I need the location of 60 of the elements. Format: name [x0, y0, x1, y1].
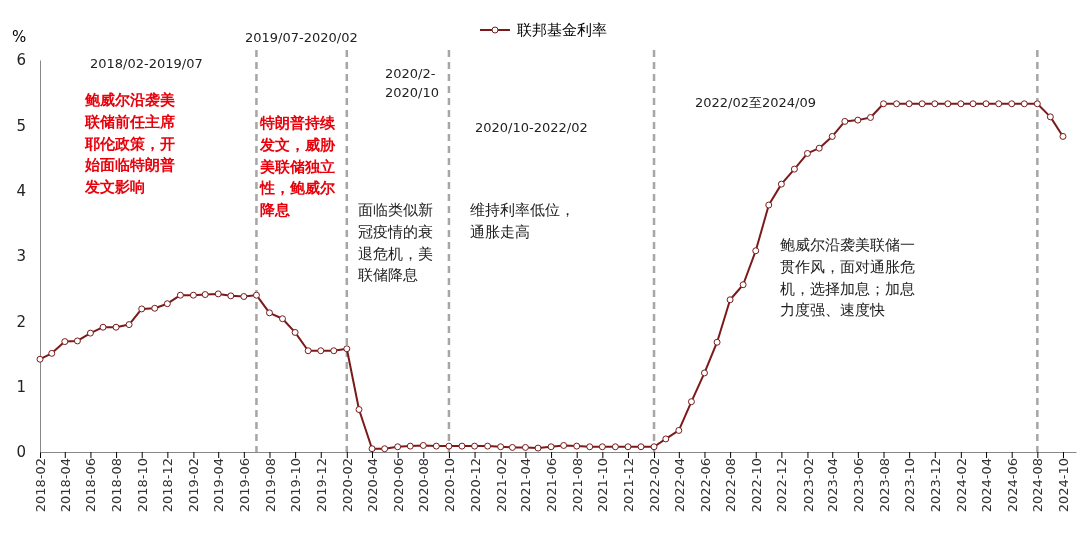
x-tick-label: 2020-06 — [390, 458, 406, 513]
x-tick-label: 2024-06 — [1004, 458, 1020, 513]
annotation: 2022/02至2024/09 — [695, 95, 817, 110]
x-tick-label: 2023-04 — [825, 458, 841, 513]
x-tick-label: 2022-10 — [748, 458, 764, 513]
x-tick-label: 2021-02 — [493, 458, 509, 513]
x-tick-label: 2023-08 — [876, 458, 892, 513]
x-tick-label: 2021-06 — [544, 458, 560, 513]
x-tick-label: 2022-08 — [723, 458, 739, 513]
x-tick-label: 2024-10 — [1056, 458, 1072, 513]
y-tick-label: 6 — [16, 51, 26, 70]
annotation: 面临类似新冠疫情的衰退危机，美联储降息 — [358, 201, 433, 285]
x-tick-label: 2019-12 — [313, 458, 329, 513]
y-tick-label: 0 — [16, 443, 26, 462]
x-tick-label: 2019-06 — [236, 458, 252, 513]
y-tick-label: 3 — [16, 247, 26, 266]
y-axis-title: % — [12, 28, 27, 46]
annotation: 维持利率低位，通胀走高 — [470, 201, 575, 241]
x-tick-label: 2021-08 — [569, 458, 585, 513]
x-tick-label: 2018-06 — [83, 458, 99, 513]
x-tick-label: 2024-04 — [979, 458, 995, 513]
x-tick-label: 2018-10 — [134, 458, 150, 513]
annotation: 2020/2-2020/10 — [385, 66, 440, 100]
x-tick-label: 2022-04 — [671, 458, 687, 513]
x-tick-label: 2019-02 — [186, 458, 202, 513]
x-tick-label: 2024-02 — [953, 458, 969, 513]
x-tick-label: 2021-04 — [518, 458, 534, 513]
x-tick-label: 2022-12 — [774, 458, 790, 513]
x-tick-label: 2023-10 — [902, 458, 918, 513]
y-tick-label: 4 — [16, 181, 26, 200]
x-tick-label: 2020-04 — [365, 458, 381, 513]
annotation: 2020/10-2022/02 — [475, 120, 588, 135]
x-tick-label: 2018-08 — [109, 458, 125, 513]
x-tick-label: 2019-04 — [211, 458, 227, 513]
x-tick-label: 2020-02 — [339, 458, 355, 513]
annotation: 特朗普持续发文，威胁美联储独立性，鲍威尔降息 — [259, 114, 336, 219]
legend-label: 联邦基金利率 — [517, 21, 607, 40]
x-tick-label: 2018-02 — [33, 458, 49, 513]
x-tick-label: 2023-06 — [850, 458, 866, 513]
annotation: 2018/02-2019/07 — [90, 56, 203, 71]
y-tick-label: 1 — [16, 377, 26, 396]
x-tick-label: 2021-12 — [621, 458, 637, 513]
x-tick-label: 2021-10 — [595, 458, 611, 513]
annotation: 鲍威尔沿袭美联储前任主席耶伦政策，开始面临特朗普发文影响 — [84, 91, 175, 196]
x-tick-label: 2018-04 — [57, 458, 73, 513]
x-tick-label: 2019-10 — [288, 458, 304, 513]
text: 2019/07-2020/02 — [245, 30, 358, 45]
x-tick-label: 2020-12 — [467, 458, 483, 513]
y-tick-label: 2 — [16, 312, 26, 331]
x-tick-label: 2023-12 — [927, 458, 943, 513]
x-tick-label: 2022-06 — [697, 458, 713, 513]
x-tick-label: 2022-02 — [647, 458, 663, 513]
x-tick-label: 2020-08 — [416, 458, 432, 513]
x-tick-label: 2019-08 — [262, 458, 278, 513]
y-tick-label: 5 — [16, 116, 26, 135]
x-tick-label: 2024-08 — [1030, 458, 1046, 513]
annotation: 鲍威尔沿袭美联储一贯作风，面对通胀危机，选择加息；加息力度强、速度快 — [780, 236, 915, 320]
x-tick-label: 2023-02 — [800, 458, 816, 513]
x-tick-label: 2018-12 — [160, 458, 176, 513]
x-tick-label: 2020-10 — [441, 458, 457, 513]
